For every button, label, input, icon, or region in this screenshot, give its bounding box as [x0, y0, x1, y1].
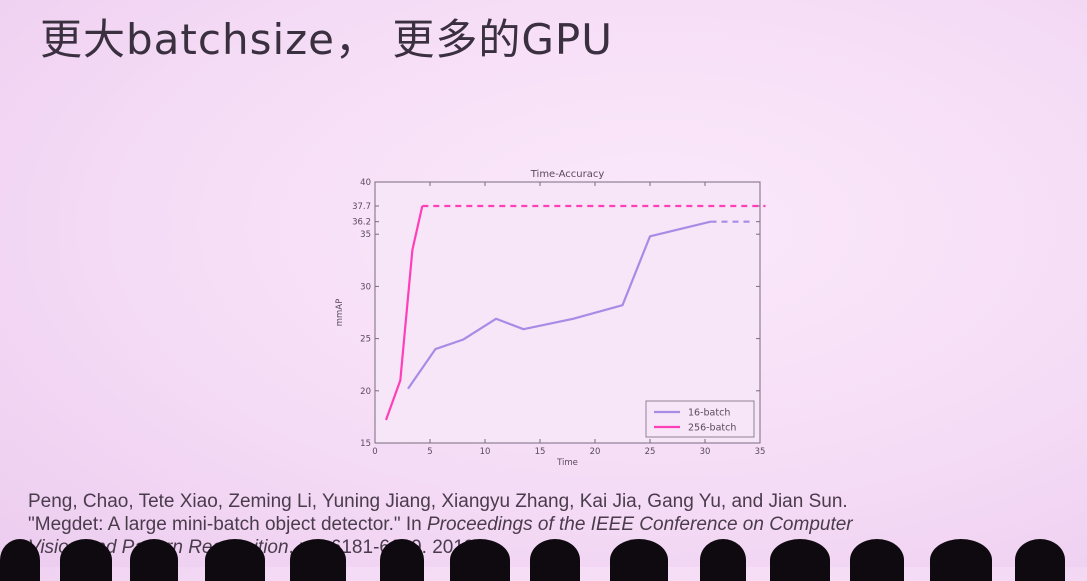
audience-head [380, 539, 424, 581]
x-tick-label: 10 [480, 447, 491, 457]
x-tick-label: 30 [700, 447, 711, 457]
audience-head [205, 539, 265, 581]
audience-head [130, 539, 178, 581]
legend-label: 16-batch [688, 408, 730, 419]
slide-title: 更大batchsize， 更多的GPU [40, 15, 613, 64]
time-accuracy-chart: Time-Accuracy 0 5 10 15 20 25 30 35 15 20 25 30 35 36.… [320, 160, 790, 475]
x-axis-label: Time [556, 458, 578, 468]
chart-title: Time-Accuracy [530, 169, 605, 180]
y-tick-label: 15 [360, 439, 371, 449]
y-axis-label: mmAP [335, 299, 345, 327]
audience-head [610, 539, 668, 581]
audience-head [290, 539, 346, 581]
y-tick-label: 40 [360, 178, 371, 188]
chart-svg: Time-Accuracy 0 5 10 15 20 25 30 35 15 20 25 30 35 36.… [335, 169, 766, 468]
legend-box [645, 400, 755, 438]
audience-head [930, 539, 992, 581]
audience-head [850, 539, 904, 581]
x-tick-label: 15 [535, 447, 546, 457]
audience-head [700, 539, 746, 581]
citation-proceedings: Proceedings of the IEEE Conference on Co… [427, 514, 853, 535]
y-tick-label: 36.2 [352, 218, 371, 228]
audience-head [770, 539, 830, 581]
x-tick-label: 25 [645, 447, 656, 457]
y-tick-label: 20 [360, 387, 371, 397]
x-tick-label: 20 [590, 447, 601, 457]
audience-silhouettes [0, 537, 1087, 581]
citation-line-2-text: "Megdet: A large mini-batch object detec… [28, 514, 427, 535]
x-tick-label: 5 [427, 447, 432, 457]
audience-head [530, 539, 580, 581]
citation-line-1: Peng, Chao, Tete Xiao, Zeming Li, Yuning… [28, 491, 848, 512]
series-line-16-batch [407, 220, 711, 390]
citation-line-2: "Megdet: A large mini-batch object detec… [28, 513, 1078, 536]
audience-head [450, 539, 510, 581]
y-tick-label: 35 [360, 230, 371, 240]
audience-head [1015, 539, 1065, 581]
x-tick-label: 35 [755, 447, 766, 457]
legend-label: 256-batch [688, 423, 736, 434]
y-tick-label: 37.7 [352, 202, 371, 212]
audience-head [0, 539, 40, 581]
audience-head [60, 539, 112, 581]
series-line-256-batch [384, 205, 424, 421]
x-tick-label: 0 [372, 447, 377, 457]
y-tick-label: 25 [360, 335, 371, 345]
y-tick-label: 30 [360, 282, 371, 292]
